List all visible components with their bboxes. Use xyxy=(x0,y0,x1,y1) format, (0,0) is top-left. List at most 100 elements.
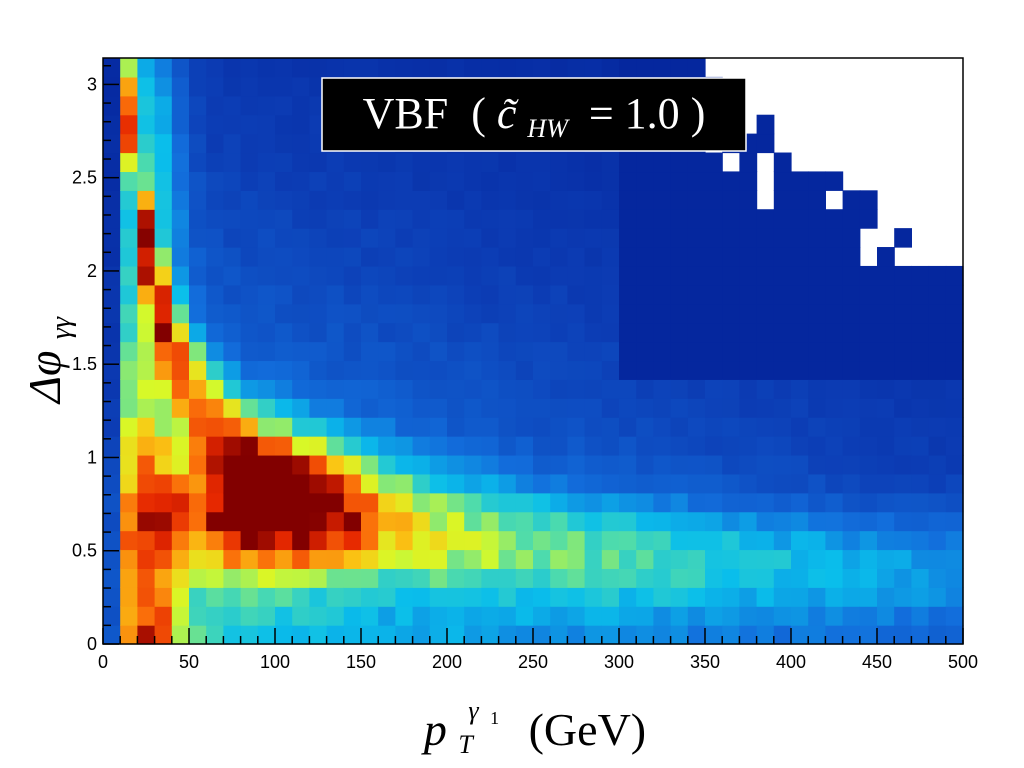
heatmap-cell xyxy=(343,473,362,494)
heatmap-cell xyxy=(842,417,861,437)
heatmap-cell xyxy=(877,284,895,305)
heatmap-cell xyxy=(550,549,568,569)
heatmap-cell xyxy=(171,530,190,551)
heatmap-cell xyxy=(911,530,930,551)
heatmap-cell xyxy=(808,398,826,418)
heatmap-cell xyxy=(378,606,396,626)
heatmap-cell xyxy=(533,284,551,305)
heatmap-cell xyxy=(687,587,706,607)
y-tick-label: 3 xyxy=(87,74,97,94)
heatmap-cell xyxy=(309,436,328,456)
heatmap-cell xyxy=(928,379,947,399)
heatmap-cell xyxy=(412,530,431,551)
heatmap-cell xyxy=(171,473,190,494)
heatmap-cell xyxy=(756,133,775,154)
heatmap-cell xyxy=(429,171,448,191)
heatmap-cell xyxy=(533,454,551,475)
heatmap-cell xyxy=(550,228,568,248)
heatmap-cell xyxy=(120,625,138,645)
heatmap-cell xyxy=(395,511,414,532)
heatmap-cell xyxy=(361,417,379,437)
heatmap-cell xyxy=(825,398,844,418)
heatmap-cell xyxy=(275,76,293,97)
heatmap-cell xyxy=(584,473,603,494)
heatmap-cell xyxy=(687,58,706,78)
heatmap-cell xyxy=(395,58,414,78)
heatmap-cell xyxy=(791,454,809,475)
heatmap-cell xyxy=(189,625,207,645)
heatmap-cell xyxy=(791,322,809,343)
heatmap-cell xyxy=(257,625,276,645)
heatmap-cell xyxy=(515,322,534,343)
heatmap-cell xyxy=(653,284,672,305)
heatmap-cell xyxy=(877,379,895,399)
heatmap-cell xyxy=(120,76,138,97)
heatmap-cell xyxy=(894,549,912,569)
heatmap-cell xyxy=(395,587,414,607)
heatmap-cell xyxy=(842,228,861,248)
heatmap-cell xyxy=(498,284,517,305)
heatmap-cell xyxy=(361,398,379,418)
heatmap-cell xyxy=(877,322,895,343)
heatmap-cell xyxy=(567,322,586,343)
heatmap-cell xyxy=(756,284,775,305)
heatmap-cell xyxy=(928,454,947,475)
heatmap-cell xyxy=(464,587,482,607)
heatmap-cell xyxy=(223,492,242,513)
heatmap-cell xyxy=(756,417,775,437)
heatmap-cell xyxy=(137,171,156,191)
heatmap-cell xyxy=(670,568,689,588)
heatmap-cell xyxy=(636,379,654,399)
heatmap-cell xyxy=(395,606,414,626)
heatmap-cell xyxy=(756,606,775,626)
heatmap-cell xyxy=(739,530,758,551)
heatmap-cell xyxy=(842,530,861,551)
heatmap-cell xyxy=(653,492,672,513)
heatmap-cell xyxy=(292,436,310,456)
heatmap-cell xyxy=(257,587,276,607)
heatmap-cell xyxy=(877,549,895,569)
heatmap-cell xyxy=(670,303,689,324)
heatmap-cell xyxy=(429,247,448,267)
heatmap-cell xyxy=(773,417,792,437)
heatmap-cell xyxy=(395,190,414,210)
heatmap-cell xyxy=(429,303,448,324)
heatmap-cell xyxy=(189,284,207,305)
x-tick-label: 350 xyxy=(690,652,720,672)
heatmap-cell xyxy=(275,303,293,324)
heatmap-cell xyxy=(791,379,809,399)
heatmap-cell xyxy=(756,625,775,645)
heatmap-cell xyxy=(120,473,138,494)
heatmap-cell xyxy=(498,454,517,475)
heatmap-cell xyxy=(275,454,293,475)
heatmap-cell xyxy=(154,228,173,248)
heatmap-cell xyxy=(326,625,345,645)
heatmap-cell xyxy=(722,568,740,588)
x-tick-label: 50 xyxy=(179,652,199,672)
heatmap-cell xyxy=(378,322,396,343)
heatmap-cell xyxy=(361,492,379,513)
heatmap-cell xyxy=(911,341,930,362)
heatmap-cell xyxy=(447,152,465,173)
heatmap-cell xyxy=(154,247,173,267)
heatmap-cell xyxy=(326,549,345,569)
heatmap-cell xyxy=(120,379,138,399)
heatmap-cell xyxy=(275,492,293,513)
heatmap-cell xyxy=(687,417,706,437)
heatmap-cell xyxy=(412,417,431,437)
heatmap-cell xyxy=(791,625,809,645)
heatmap-cell xyxy=(171,568,190,588)
heatmap-cell xyxy=(911,398,930,418)
heatmap-cell xyxy=(687,247,706,267)
heatmap-cell xyxy=(722,417,740,437)
heatmap-cell xyxy=(378,492,396,513)
heatmap-cell xyxy=(945,436,964,456)
heatmap-cell xyxy=(601,473,620,494)
heatmap-cell xyxy=(275,606,293,626)
heatmap-cell xyxy=(154,133,173,154)
heatmap-cell xyxy=(911,284,930,305)
heatmap-cell xyxy=(945,587,964,607)
heatmap-cell xyxy=(636,152,654,173)
heatmap-cell xyxy=(275,398,293,418)
heatmap-cell xyxy=(223,606,242,626)
